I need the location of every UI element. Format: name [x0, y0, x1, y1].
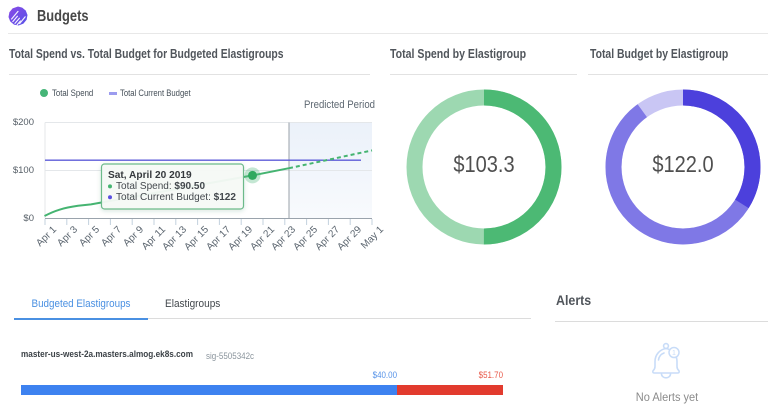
svg-text:1: 1	[672, 350, 676, 357]
